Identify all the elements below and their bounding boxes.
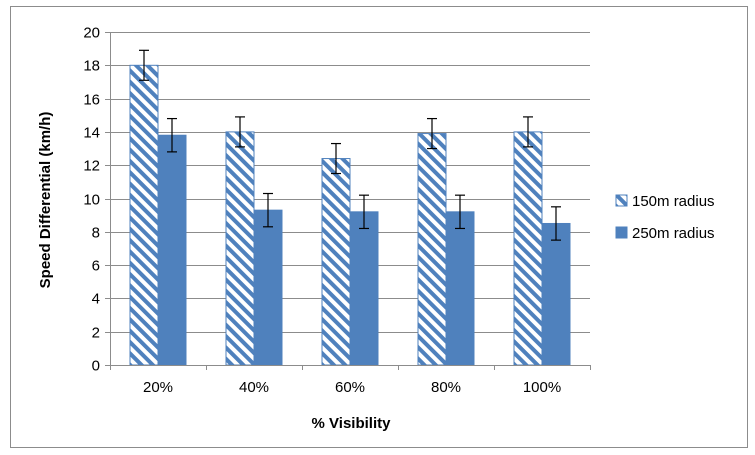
y-tick-label: 4	[92, 291, 100, 308]
legend-swatch-150m	[615, 194, 628, 207]
y-tick-label: 16	[83, 92, 100, 109]
y-tick-label: 2	[92, 325, 100, 342]
legend-label-150m: 150m radius	[632, 193, 715, 210]
y-tick-label: 8	[92, 225, 100, 242]
y-tick-label: 0	[92, 358, 100, 375]
y-tick-label: 12	[83, 158, 100, 175]
bar-150m	[321, 158, 351, 366]
x-tick-label: 80%	[431, 379, 461, 396]
y-axis-title: Speed Differential (km/h)	[37, 112, 54, 289]
x-tick-label: 100%	[523, 379, 561, 396]
bar-250m	[445, 211, 475, 366]
bar-250m	[253, 209, 283, 366]
x-tick-label: 60%	[335, 379, 365, 396]
bar-250m	[541, 222, 571, 366]
bar-150m	[225, 131, 255, 366]
x-axis-title: % Visibility	[312, 415, 392, 432]
legend-label-250m: 250m radius	[632, 225, 715, 242]
bar-250m	[157, 134, 187, 366]
y-tick-label: 14	[83, 125, 100, 142]
bar-150m	[417, 133, 447, 366]
x-tick-label: 40%	[239, 379, 269, 396]
y-tick-label: 6	[92, 258, 100, 275]
y-tick-label: 20	[83, 25, 100, 42]
bar-150m	[513, 131, 543, 366]
y-tick-label: 18	[83, 58, 100, 75]
x-tick-label: 20%	[143, 379, 173, 396]
legend-swatch-250m	[615, 226, 628, 239]
bar-150m	[129, 64, 159, 366]
y-tick-label: 10	[83, 192, 100, 209]
bar-250m	[349, 211, 379, 366]
